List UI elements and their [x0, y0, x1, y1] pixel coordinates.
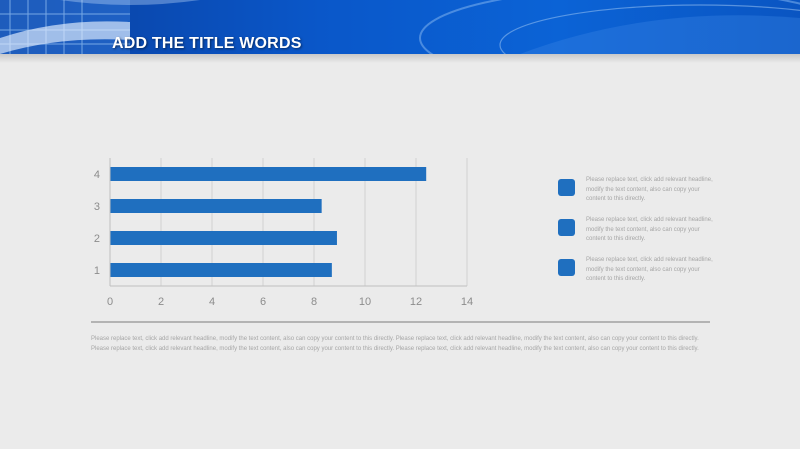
x-tick-label: 8: [311, 296, 317, 308]
header-banner: ADD THE TITLE WORDS: [0, 0, 800, 54]
y-tick-label: 2: [94, 233, 100, 245]
legend-item: Please replace text, click add relevant …: [558, 216, 718, 256]
legend-swatch: [558, 219, 575, 236]
x-tick-label: 2: [158, 296, 164, 308]
divider: [91, 321, 710, 323]
page-title: ADD THE TITLE WORDS: [112, 35, 302, 52]
y-tick-label: 1: [94, 265, 100, 277]
bar: [110, 199, 322, 213]
x-tick-label: 6: [260, 296, 266, 308]
y-tick-label: 4: [94, 169, 100, 181]
banner-artwork: [0, 0, 800, 54]
legend-text: Please replace text, click add relevant …: [586, 177, 713, 202]
x-tick-label: 12: [410, 296, 422, 308]
x-tick-label: 0: [107, 296, 113, 308]
legend-text: Please replace text, click add relevant …: [586, 257, 713, 282]
legend-item: Please replace text, click add relevant …: [558, 176, 718, 216]
x-tick-label: 10: [359, 296, 371, 308]
banner-shadow: [0, 54, 800, 63]
bar: [110, 263, 332, 277]
bar: [110, 167, 427, 181]
x-tick-label: 4: [209, 296, 215, 308]
legend-swatch: [558, 259, 575, 276]
footnote-text: Please replace text, click add relevant …: [91, 336, 699, 352]
x-tick-label: 14: [461, 296, 473, 308]
legend: Please replace text, click add relevant …: [558, 176, 718, 296]
legend-item: Please replace text, click add relevant …: [558, 256, 718, 296]
legend-text: Please replace text, click add relevant …: [586, 217, 713, 242]
legend-swatch: [558, 179, 575, 196]
y-tick-label: 3: [94, 201, 100, 213]
bar: [110, 231, 337, 245]
